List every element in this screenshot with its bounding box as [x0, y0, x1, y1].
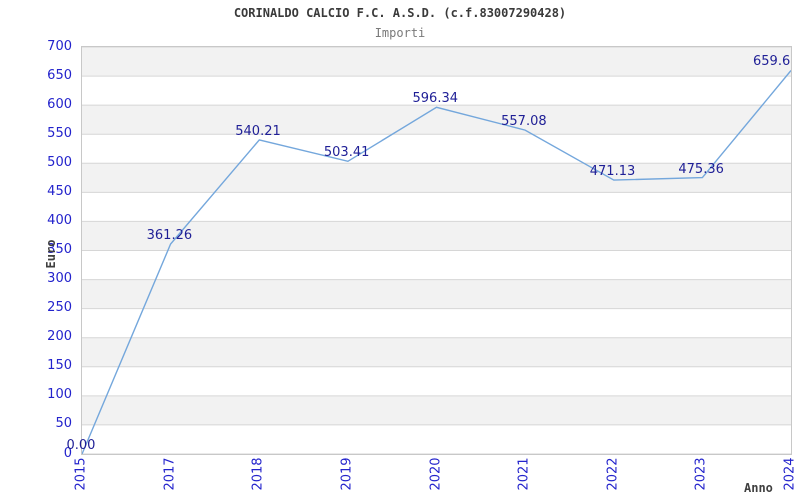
y-axis-tick-label: 450 [47, 183, 72, 199]
x-axis-tick-label: 2023 [693, 457, 709, 491]
background-band [82, 47, 791, 77]
background-band [82, 279, 791, 309]
line-series [82, 70, 791, 454]
y-axis-tick-label: 350 [47, 242, 72, 257]
y-axis-tick-label: 250 [47, 300, 72, 316]
background-band [82, 308, 791, 338]
background-band [82, 76, 791, 106]
data-point-label: 475.36 [678, 161, 724, 177]
x-axis-tick-label: 2019 [339, 457, 355, 491]
y-axis-tick-label: 200 [47, 329, 72, 345]
chart-title: CORINALDO CALCIO F.C. A.S.D. (c.f.830072… [233, 6, 567, 20]
y-axis-tick-label: 700 [47, 38, 72, 54]
background-band [82, 250, 791, 280]
data-point-label: 596.34 [412, 91, 459, 107]
y-axis-tick-label: 600 [47, 96, 72, 112]
background-band [82, 337, 791, 367]
chart-subtitle: Importi [374, 26, 426, 40]
data-point-label: 471.13 [589, 164, 636, 180]
line-chart-canvas [82, 47, 791, 454]
y-axis-tick-label: 0 [63, 445, 72, 461]
plot-area [81, 46, 792, 455]
x-axis-tick-label: 2022 [605, 457, 621, 491]
background-band [82, 424, 791, 454]
x-axis-title: Anno [744, 481, 773, 495]
y-axis-tick-label: 150 [47, 358, 72, 374]
x-axis-tick-label: 2015 [73, 457, 89, 491]
data-point-label: 503.41 [323, 145, 370, 161]
x-axis-tick-label: 2018 [250, 457, 266, 491]
y-axis-tick-label: 500 [47, 154, 72, 170]
y-axis-tick-label: 50 [55, 416, 72, 432]
background-band [82, 395, 791, 425]
y-axis-title: Euro [44, 239, 58, 269]
data-point-label: 540.21 [235, 123, 281, 139]
data-point-label: 361.26 [146, 227, 193, 243]
x-axis-tick-label: 2020 [428, 457, 443, 491]
y-axis-tick-label: 650 [47, 67, 72, 83]
y-axis-tick-label: 400 [47, 212, 72, 228]
y-axis-tick-label: 300 [47, 271, 72, 287]
background-band [82, 192, 791, 222]
background-band [82, 105, 791, 135]
background-band [82, 366, 791, 396]
data-point-label: 557.08 [501, 114, 547, 130]
background-band [82, 221, 791, 251]
background-band [82, 134, 791, 164]
data-point-label: 659.6 [753, 54, 791, 70]
y-axis-tick-label: 550 [47, 125, 72, 141]
x-axis-tick-label: 2024 [782, 457, 798, 491]
data-point-label: 0.00 [66, 438, 96, 453]
x-axis-tick-label: 2021 [516, 457, 532, 491]
x-axis-tick-label: 2017 [162, 457, 178, 491]
y-axis-tick-label: 100 [47, 387, 72, 403]
